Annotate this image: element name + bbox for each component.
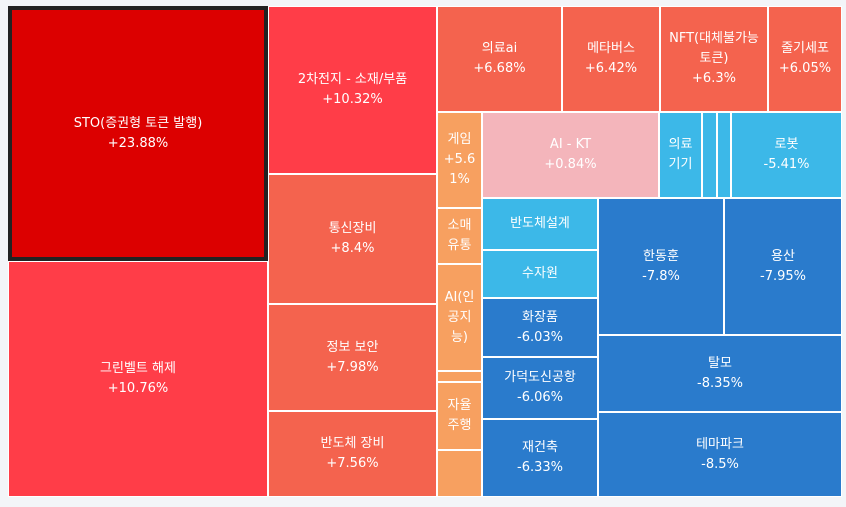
treemap-tile[interactable]: 수자원 — [482, 250, 598, 298]
treemap-tile[interactable]: 통신장비 +8.4% — [268, 174, 437, 304]
treemap-tile[interactable]: 줄기세포 +6.05% — [768, 6, 842, 112]
tile-value: +8.4% — [330, 241, 375, 256]
treemap-tile[interactable]: 탈모 -8.35% — [598, 335, 842, 412]
tile-value: +6.68% — [473, 61, 526, 76]
treemap-tile[interactable]: 화장품 -6.03% — [482, 298, 598, 357]
tile-label: 공지 — [447, 309, 472, 325]
treemap-tile[interactable] — [437, 450, 482, 497]
tile-value: -6.03% — [517, 329, 563, 345]
treemap-tile[interactable]: 메타버스 +6.42% — [562, 6, 660, 112]
treemap-tile[interactable]: 재건축 -6.33% — [482, 419, 598, 497]
tile-label: 테마파크 — [696, 436, 744, 452]
treemap-tile[interactable] — [717, 112, 731, 198]
treemap-tile[interactable]: 가덕도신공항 -6.06% — [482, 357, 598, 419]
tile-label: 용산 — [771, 248, 795, 264]
treemap-tile[interactable]: 용산 -7.95% — [724, 198, 842, 335]
tile-label: 1% — [449, 172, 470, 187]
tile-label: 소매 — [447, 218, 472, 233]
tile-label: 탈모 — [708, 355, 732, 371]
treemap-tile[interactable]: 정보 보안 +7.98% — [268, 304, 437, 411]
treemap-tile[interactable]: AI - KT +0.84% — [482, 112, 659, 198]
tile-value: +6.05% — [778, 61, 832, 76]
tile-label: AI - KT — [549, 137, 592, 152]
tile-value: -7.95% — [760, 268, 806, 284]
treemap-tile[interactable]: 테마파크 -8.5% — [598, 412, 842, 497]
tile-label: 그린벨트 해제 — [100, 361, 176, 376]
tile-label: NFT(대체불가능 — [669, 31, 759, 46]
tile-label: 자율 — [447, 398, 472, 413]
treemap-tile[interactable]: 한동훈 -7.8% — [598, 198, 724, 335]
tile-label: 가덕도신공항 — [504, 370, 576, 385]
tile-label: 유통 — [447, 238, 472, 253]
tile-label: 주행 — [447, 418, 472, 433]
tile-value: -8.35% — [697, 375, 743, 391]
treemap-tile[interactable]: 게임 +5.6 1% — [437, 112, 482, 208]
treemap-tile[interactable]: 의료ai +6.68% — [437, 6, 562, 112]
tile-value: -8.5% — [701, 456, 739, 472]
tile-label: 게임 — [447, 132, 472, 147]
treemap-tile[interactable]: 2차전지 - 소재/부품 +10.32% — [268, 6, 437, 174]
tile-value: +6.3% — [692, 71, 736, 86]
tile-value: +0.84% — [544, 157, 597, 172]
tile-label: 메타버스 — [587, 41, 635, 56]
tile-value: +7.98% — [326, 359, 379, 375]
tile-label: 로봇 — [774, 137, 799, 152]
tile-label: 토큰) — [699, 51, 729, 66]
tile-value: +23.88% — [107, 135, 169, 151]
tile-label: 재건축 — [522, 440, 558, 455]
tile-label: 한동훈 — [643, 248, 679, 264]
tile-label: 반도체 장비 — [320, 436, 385, 451]
tile-value: +7.56% — [326, 456, 379, 471]
treemap-tile[interactable] — [437, 371, 482, 382]
tile-label: AI(인 — [444, 289, 475, 305]
treemap-tile[interactable]: STO(증권형 토큰 발행) +23.88% — [8, 6, 268, 261]
tile-label: 통신장비 — [328, 221, 377, 236]
treemap-tile[interactable]: 그린벨트 해제 +10.76% — [8, 261, 268, 497]
tile-value: +10.32% — [322, 92, 383, 107]
tile-label: 줄기세포 — [781, 41, 829, 56]
tile-value: -7.8% — [642, 268, 680, 284]
tile-value: -5.41% — [763, 157, 810, 172]
tile-label: 반도체설계 — [510, 216, 570, 231]
treemap-tile[interactable]: 반도체설계 — [482, 198, 598, 250]
treemap-tile[interactable] — [702, 112, 717, 198]
tile-value: +6.42% — [584, 61, 638, 76]
tile-label: 화장품 — [522, 309, 558, 325]
tile-label: 의료ai — [481, 41, 518, 56]
tile-label: STO(증권형 토큰 발행) — [73, 115, 203, 131]
treemap-tile[interactable]: 반도체 장비 +7.56% — [268, 411, 437, 497]
tile-label: 의료 — [668, 137, 693, 152]
tile-value: -6.06% — [517, 390, 563, 405]
tile-label: 정보 보안 — [326, 339, 379, 355]
tile-label: +5.6 — [443, 152, 476, 167]
tile-label: 수자원 — [522, 266, 558, 281]
treemap-tile[interactable]: 로봇 -5.41% — [731, 112, 842, 198]
tile-label: 2차전지 - 소재/부품 — [297, 72, 408, 87]
tile-label: 기기 — [668, 157, 693, 172]
tile-value: +10.76% — [107, 381, 169, 396]
tile-value: -6.33% — [517, 460, 563, 475]
tile-label: 능) — [450, 329, 469, 345]
